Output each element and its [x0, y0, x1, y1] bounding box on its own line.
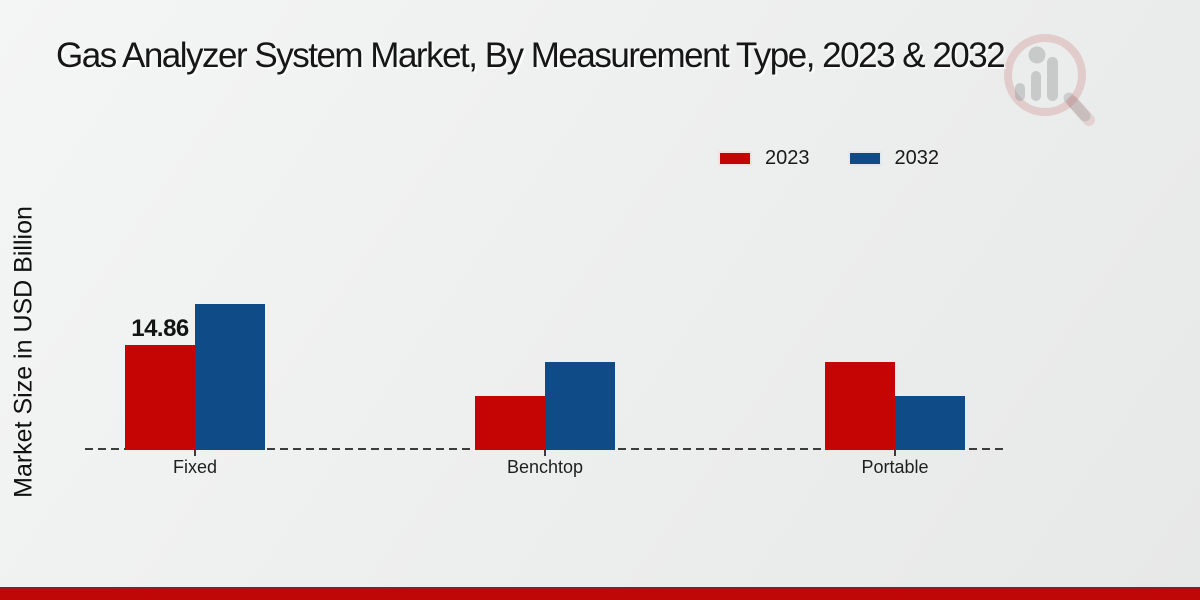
bar-2032-benchtop — [545, 362, 615, 450]
legend-swatch-2032 — [847, 151, 882, 166]
x-axis-tick — [194, 450, 196, 456]
x-axis-tick — [544, 450, 546, 456]
bar-2032-fixed — [195, 303, 265, 450]
bar-value-label: 14.86 — [131, 315, 189, 342]
legend-item-2023: 2023 — [718, 147, 810, 170]
legend-swatch-2023 — [718, 151, 752, 166]
legend-label-2023: 2023 — [765, 147, 810, 169]
x-category-label-benchtop: Benchtop — [506, 457, 584, 477]
magnifier-bar-chart-logo-icon — [1004, 34, 1095, 126]
x-category-label-portable: Portable — [861, 457, 929, 477]
bar-2023-benchtop — [475, 395, 545, 450]
footer-accent-bar — [0, 587, 1200, 600]
legend-label-2032: 2032 — [894, 147, 940, 169]
page-title: Gas Analyzer System Market, By Measureme… — [56, 36, 1006, 75]
bar-2023-fixed — [125, 345, 195, 450]
bar-2032-portable — [895, 395, 965, 450]
x-axis-tick — [894, 450, 896, 456]
bar-2023-portable — [825, 362, 895, 450]
legend: 2023 2032 — [718, 147, 939, 170]
x-category-label-fixed: Fixed — [172, 457, 218, 477]
legend-item-2032: 2032 — [847, 147, 940, 170]
